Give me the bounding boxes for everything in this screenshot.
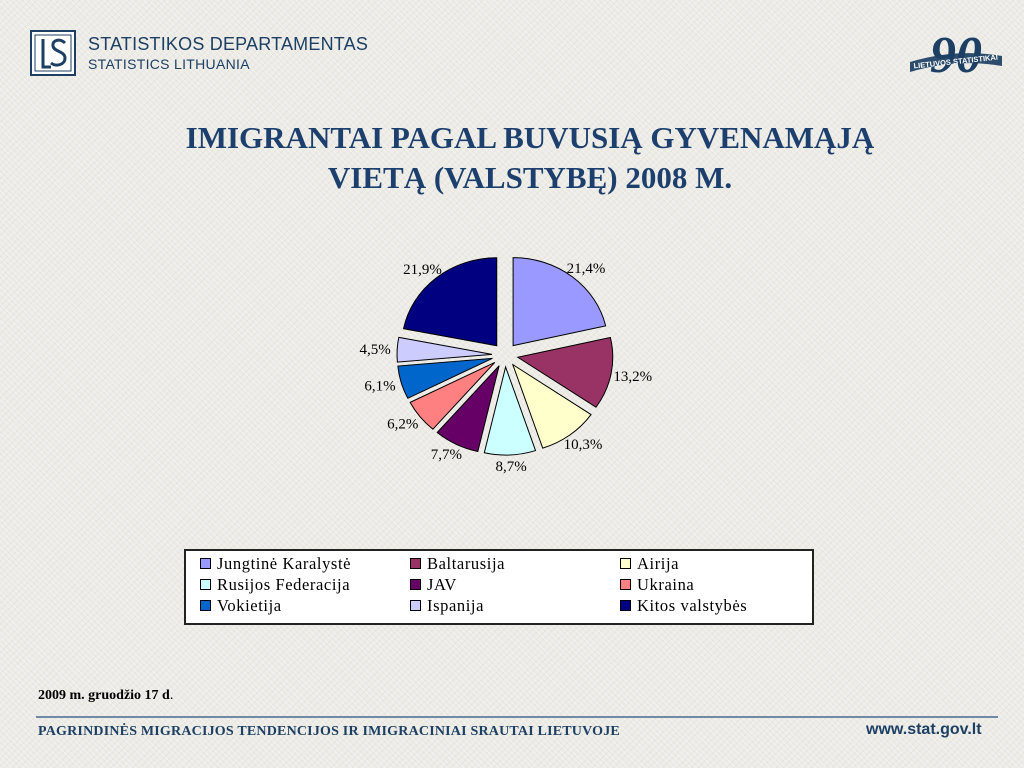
pie-slice-kitos-valstybes <box>402 257 498 347</box>
legend-item-airija: Airija <box>620 554 679 574</box>
legend-swatch <box>410 558 421 569</box>
legend-label: Ukraina <box>637 575 695 594</box>
legend-swatch <box>620 579 631 590</box>
pie-slice-jungtine-karalyste <box>512 257 607 347</box>
pie-slice-vokietija <box>397 357 493 399</box>
legend-swatch <box>410 579 421 590</box>
pie-slice-rusijos-federacija <box>483 365 537 456</box>
legend-swatch <box>620 600 631 611</box>
pie-label-rusijos-federacija: 8,7% <box>495 459 526 475</box>
pie-label-baltarusija: 13,2% <box>613 369 652 385</box>
legend-item-rusijos-federacija: Rusijos Federacija <box>200 575 350 595</box>
legend-label: Rusijos Federacija <box>217 575 351 594</box>
pie-label-kitos-valstybes: 21,9% <box>403 262 442 278</box>
legend-swatch <box>620 558 631 569</box>
date-text: 2009 m. gruodžio 17 d. <box>38 688 174 703</box>
legend-item-ukraina: Ukraina <box>620 575 694 595</box>
chart-title-line1: IMIGRANTAI PAGAL BUVUSIĄ GYVENAMĄJĄ <box>185 120 875 155</box>
legend-item-jav: JAV <box>410 575 457 595</box>
anniversary-90-logo: 90 LIETUVOS STATISTIKAI <box>910 27 1002 80</box>
logo-line1: STATISTIKOS DEPARTAMENTAS <box>88 34 369 54</box>
pie-label-ispanija: 4,5% <box>360 342 391 358</box>
pie-label-airija: 10,3% <box>564 437 603 453</box>
pie-slice-ukraina <box>409 361 496 430</box>
chart-legend: Jungtinė Karalystė Baltarusija Airija Rusij… <box>184 549 814 625</box>
legend-swatch <box>200 579 211 590</box>
chart-title: IMIGRANTAI PAGAL BUVUSIĄ GYVENAMĄJĄ VIET… <box>100 118 960 198</box>
legend-label: Jungtinė Karalystė <box>217 554 352 573</box>
pie-slice-jav <box>436 365 500 453</box>
pie-chart: 21,4% 13,2% 10,3% 8,7% 7,7% 6,2% 6,1% 4,5% 21,9% <box>360 257 652 475</box>
legend-swatch <box>200 558 211 569</box>
legend-item-ispanija: Ispanija <box>410 596 484 616</box>
legend-label: Baltarusija <box>427 554 506 573</box>
legend-label: Airija <box>637 554 680 573</box>
legend-label: Vokietija <box>217 596 282 615</box>
legend-label: JAV <box>427 575 457 594</box>
legend-item-vokietija: Vokietija <box>200 596 282 616</box>
legend-label: Ispanija <box>427 596 485 615</box>
pie-slice-airija <box>511 363 592 449</box>
legend-item-baltarusija: Baltarusija <box>410 554 505 574</box>
legend-swatch <box>410 600 421 611</box>
pie-slice-ispanija <box>396 336 493 363</box>
legend-swatch <box>200 600 211 611</box>
pie-label-vokietija: 6,1% <box>364 379 395 395</box>
pie-label-jungtine-karalyste: 21,4% <box>567 261 606 277</box>
statistics-lithuania-logo-icon <box>30 30 76 76</box>
pie-label-ukraina: 6,2% <box>387 417 418 433</box>
footer-title: PAGRINDINĖS MIGRACIJOS TENDENCIJOS IR IM… <box>38 724 620 739</box>
legend-item-kitos-valstybes: Kitos valstybės <box>620 596 747 616</box>
pie-label-jav: 7,7% <box>431 447 462 463</box>
chart-title-line2: VIETĄ (VALSTYBĘ) 2008 M. <box>327 160 733 195</box>
logo-line2: STATISTICS LITHUANIA <box>88 56 250 72</box>
footer-url[interactable]: www.stat.gov.lt <box>866 721 982 738</box>
pie-slice-baltarusija <box>516 336 614 408</box>
legend-label: Kitos valstybės <box>637 596 748 615</box>
legend-item-jungtine-karalyste: Jungtinė Karalystė <box>200 554 351 574</box>
logo: STATISTIKOS DEPARTAMENTAS STATISTICS LIT… <box>30 30 390 80</box>
footer-divider <box>36 716 998 718</box>
